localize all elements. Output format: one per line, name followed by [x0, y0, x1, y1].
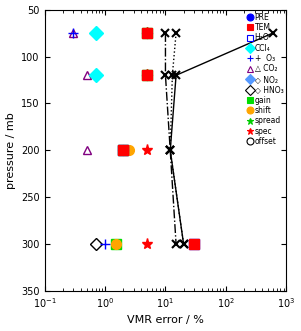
- X-axis label: VMR error / %: VMR error / %: [127, 315, 204, 325]
- Y-axis label: pressure / mb: pressure / mb: [5, 112, 16, 189]
- Legend: PRE, TEM, H₂O, CCl₄, +  O₃, △ CO₂, ◇ NO₂, ◇ HNO₃, gain, shift, spread, spec, off: PRE, TEM, H₂O, CCl₄, + O₃, △ CO₂, ◇ NO₂,…: [248, 12, 284, 147]
